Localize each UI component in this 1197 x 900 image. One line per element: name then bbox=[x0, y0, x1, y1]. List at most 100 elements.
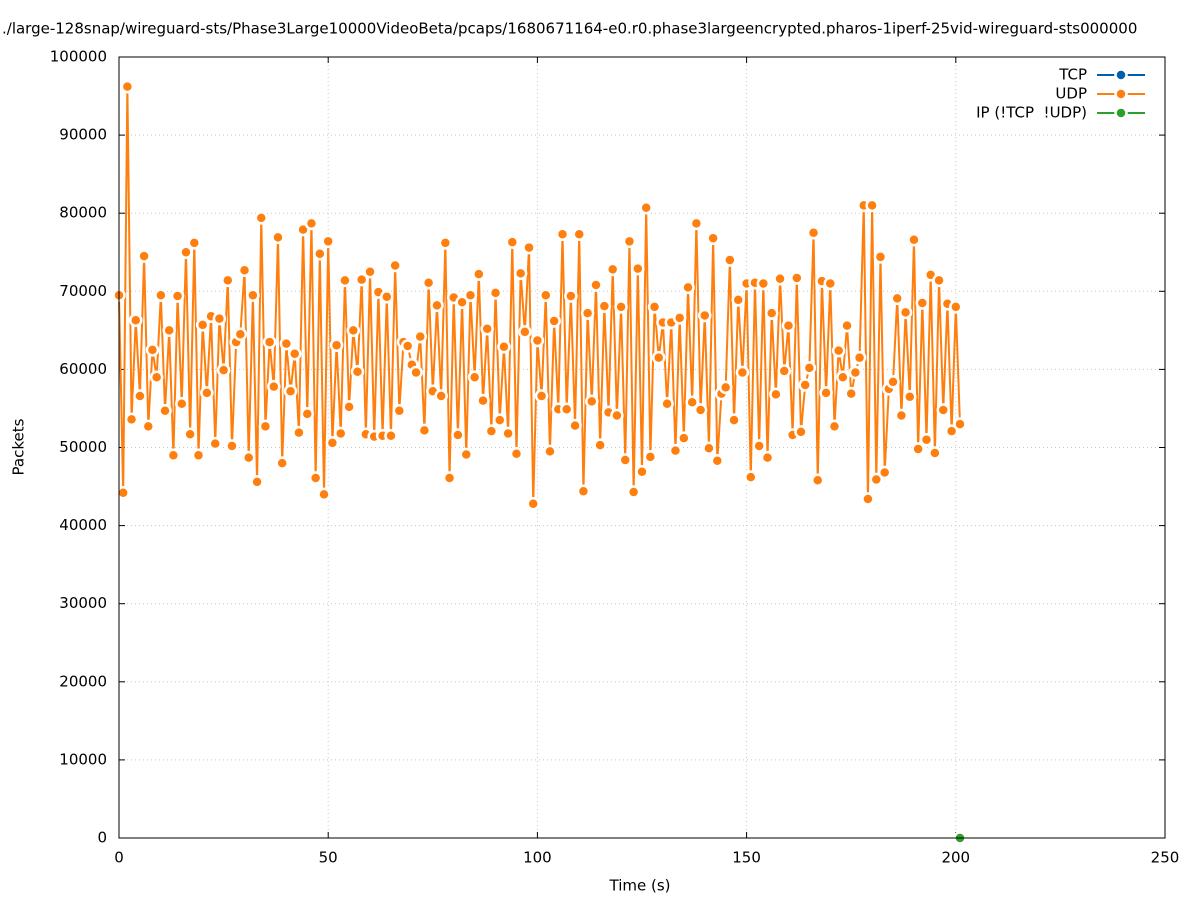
data-point bbox=[200, 386, 214, 400]
data-point bbox=[886, 375, 900, 389]
y-tick-label: 100000 bbox=[50, 48, 107, 66]
data-point bbox=[773, 272, 787, 286]
data-point bbox=[568, 418, 582, 433]
data-point bbox=[760, 450, 775, 465]
data-point bbox=[622, 234, 637, 249]
data-point bbox=[216, 363, 231, 377]
data-point bbox=[187, 236, 202, 250]
data-point bbox=[907, 233, 921, 247]
data-point bbox=[643, 450, 658, 464]
data-point bbox=[823, 276, 838, 291]
data-point bbox=[421, 275, 436, 290]
data-point bbox=[605, 262, 620, 277]
y-tick-label: 20000 bbox=[59, 672, 107, 690]
data-point bbox=[334, 426, 348, 441]
data-point bbox=[710, 454, 725, 468]
data-point bbox=[614, 300, 628, 314]
data-point bbox=[175, 397, 189, 411]
data-point bbox=[861, 492, 875, 506]
data-point bbox=[559, 402, 574, 416]
data-point bbox=[526, 496, 540, 511]
data-point bbox=[877, 465, 892, 480]
data-point bbox=[698, 308, 712, 323]
data-point bbox=[806, 225, 821, 240]
data-point bbox=[810, 473, 825, 488]
data-point bbox=[928, 446, 942, 460]
data-point bbox=[898, 305, 913, 320]
data-point bbox=[580, 306, 595, 320]
y-tick-label: 40000 bbox=[59, 516, 107, 534]
data-point bbox=[241, 450, 256, 465]
x-tick-label: 50 bbox=[319, 849, 338, 867]
data-point bbox=[137, 249, 151, 263]
data-point bbox=[794, 425, 808, 439]
data-point bbox=[250, 475, 264, 489]
data-point bbox=[543, 444, 557, 459]
data-point bbox=[505, 235, 520, 249]
data-point bbox=[593, 438, 607, 452]
data-point bbox=[166, 448, 181, 463]
data-point bbox=[890, 291, 904, 306]
y-tick-label: 60000 bbox=[59, 360, 107, 378]
data-point bbox=[915, 296, 930, 310]
data-point bbox=[852, 350, 867, 365]
y-tick-label: 0 bbox=[97, 829, 107, 847]
data-point bbox=[693, 403, 708, 417]
data-point bbox=[246, 288, 260, 302]
data-point bbox=[400, 339, 415, 353]
data-point bbox=[681, 280, 695, 295]
data-point bbox=[555, 227, 570, 242]
data-point bbox=[949, 300, 963, 314]
data-point bbox=[953, 417, 967, 431]
data-point bbox=[484, 424, 499, 438]
data-point bbox=[170, 289, 185, 303]
data-point bbox=[413, 329, 427, 344]
data-point bbox=[539, 288, 553, 302]
data-point bbox=[158, 404, 172, 418]
data-point bbox=[459, 447, 474, 462]
data-point bbox=[651, 350, 666, 365]
y-axis-label: Packets bbox=[10, 418, 28, 475]
data-point bbox=[677, 431, 691, 445]
data-point bbox=[283, 384, 298, 399]
data-point bbox=[191, 448, 206, 463]
data-point bbox=[534, 389, 549, 403]
data-point bbox=[844, 386, 858, 401]
data-point bbox=[145, 343, 160, 357]
data-point bbox=[313, 247, 327, 261]
legend-label: IP (!TCP !UDP) bbox=[976, 104, 1087, 122]
data-point bbox=[509, 446, 524, 461]
data-point bbox=[392, 404, 407, 418]
data-point bbox=[589, 278, 603, 292]
data-point bbox=[618, 453, 633, 467]
data-point bbox=[639, 200, 653, 215]
plot-border bbox=[118, 56, 1166, 839]
data-point bbox=[141, 419, 156, 434]
data-point bbox=[497, 340, 511, 354]
data-point bbox=[451, 428, 465, 442]
y-tick-label: 80000 bbox=[59, 204, 107, 222]
x-tick-label: 250 bbox=[1151, 849, 1180, 867]
data-point bbox=[417, 423, 432, 438]
data-point bbox=[781, 318, 796, 333]
data-point bbox=[735, 365, 750, 380]
data-point bbox=[501, 426, 515, 441]
data-point bbox=[195, 318, 210, 332]
data-point bbox=[267, 379, 281, 394]
data-point bbox=[472, 267, 486, 281]
data-point bbox=[597, 299, 612, 313]
data-point bbox=[380, 290, 394, 304]
data-point bbox=[668, 443, 683, 458]
data-point bbox=[547, 314, 561, 328]
data-point bbox=[513, 266, 528, 281]
data-point bbox=[919, 432, 934, 447]
legend-marker bbox=[1114, 106, 1128, 120]
data-point bbox=[944, 424, 959, 438]
data-point bbox=[434, 389, 448, 403]
x-tick-label: 100 bbox=[523, 849, 552, 867]
data-point bbox=[576, 484, 591, 498]
data-point bbox=[287, 347, 302, 361]
data-point bbox=[706, 231, 720, 245]
data-point bbox=[827, 419, 842, 434]
data-point bbox=[790, 271, 804, 285]
